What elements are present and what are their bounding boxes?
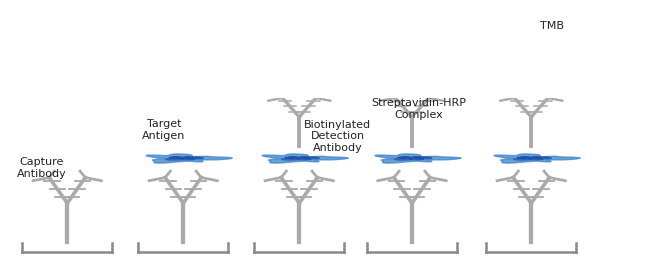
Text: A: A: [409, 71, 415, 80]
Circle shape: [549, 34, 601, 47]
Text: Target
Antigen: Target Antigen: [142, 119, 186, 141]
Polygon shape: [523, 66, 561, 77]
Polygon shape: [404, 66, 441, 77]
Polygon shape: [382, 66, 421, 77]
Text: Capture
Antibody: Capture Antibody: [16, 157, 66, 179]
Circle shape: [565, 38, 586, 43]
Polygon shape: [382, 74, 421, 85]
Text: A: A: [528, 71, 534, 80]
Polygon shape: [502, 74, 540, 85]
Polygon shape: [146, 154, 232, 163]
Polygon shape: [502, 66, 540, 77]
Circle shape: [394, 52, 430, 61]
Circle shape: [531, 30, 619, 51]
Polygon shape: [523, 74, 561, 85]
Polygon shape: [408, 89, 417, 94]
Polygon shape: [294, 89, 304, 94]
Text: HRP: HRP: [522, 52, 540, 61]
Circle shape: [518, 27, 632, 55]
Polygon shape: [375, 154, 461, 163]
Polygon shape: [526, 89, 536, 94]
Circle shape: [514, 52, 549, 61]
Text: TMB: TMB: [541, 21, 564, 31]
Text: HRP: HRP: [403, 52, 421, 61]
Polygon shape: [404, 74, 441, 85]
Text: Biotinylated
Detection
Antibody: Biotinylated Detection Antibody: [304, 120, 371, 153]
Circle shape: [503, 23, 647, 58]
Polygon shape: [262, 154, 348, 163]
Circle shape: [540, 32, 610, 49]
Text: Streptavidin-HRP
Complex: Streptavidin-HRP Complex: [371, 98, 466, 120]
Polygon shape: [494, 154, 580, 163]
